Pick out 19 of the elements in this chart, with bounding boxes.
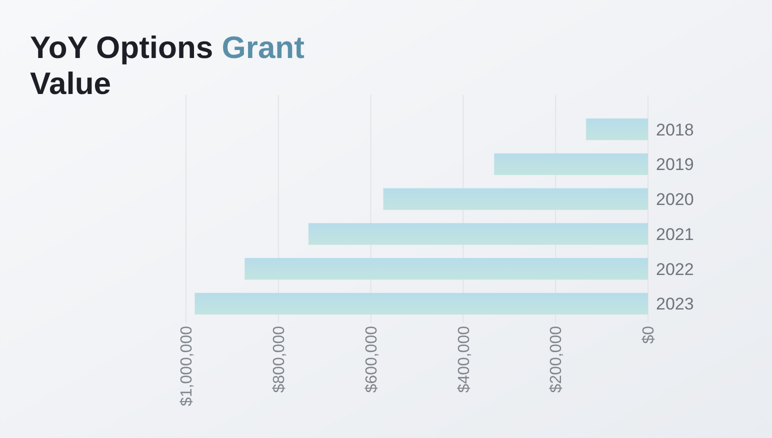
bar — [244, 258, 648, 280]
x-tick-label: $800,000 — [271, 326, 288, 393]
x-tick-label: $600,000 — [363, 326, 380, 393]
y-tick-label: 2018 — [656, 120, 694, 140]
y-tick-label: 2023 — [656, 294, 694, 314]
x-tick-label: $200,000 — [548, 326, 566, 393]
bar — [308, 223, 648, 245]
x-tick-label: $400,000 — [456, 326, 473, 393]
y-tick-label: 2020 — [656, 190, 694, 210]
bar — [383, 188, 648, 210]
bar — [586, 118, 648, 140]
y-tick-label: 2021 — [656, 224, 694, 244]
y-tick-label: 2022 — [656, 260, 694, 279]
bar — [494, 153, 648, 175]
bar — [194, 292, 648, 315]
y-tick-label: 2019 — [656, 155, 694, 174]
x-tick-label: $1,000,000 — [178, 326, 196, 406]
x-tick-label: $0 — [640, 326, 658, 344]
chart-title: YoY Options Grant Value — [30, 30, 304, 101]
